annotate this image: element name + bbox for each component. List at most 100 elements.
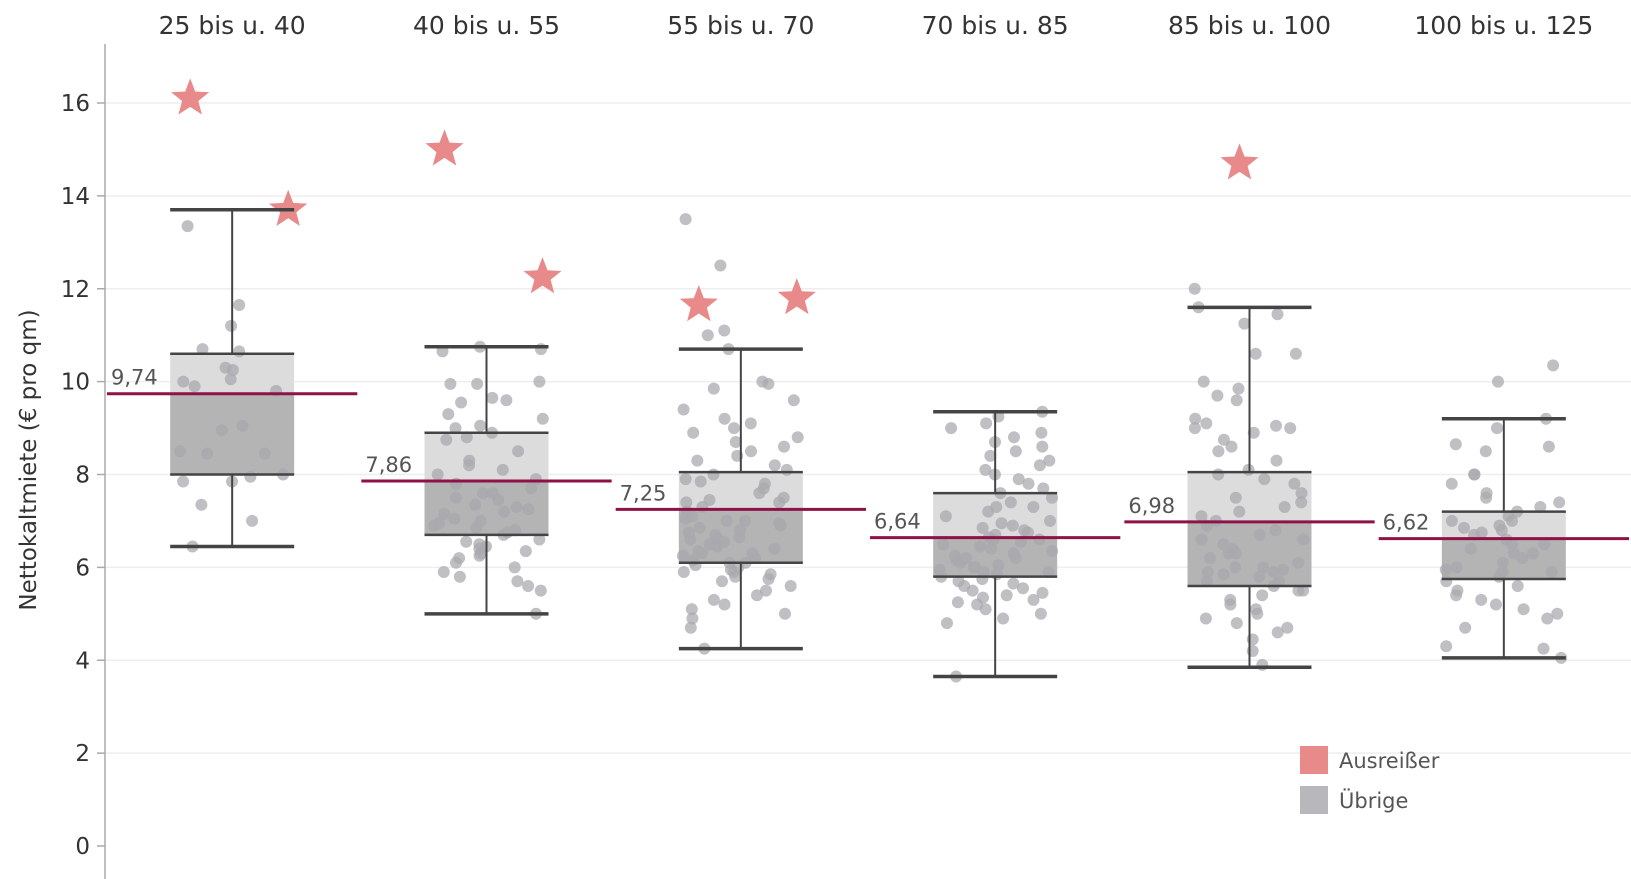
data-point — [976, 521, 989, 534]
data-point — [1233, 505, 1246, 518]
data-point — [1195, 510, 1208, 523]
legend-item: Ausreißer — [1300, 746, 1440, 774]
data-point — [1200, 417, 1213, 430]
data-point — [1506, 514, 1518, 527]
data-point — [1495, 524, 1508, 537]
data-point — [449, 422, 462, 435]
data-point — [1458, 521, 1470, 534]
data-point — [1271, 308, 1284, 321]
data-point — [1517, 603, 1530, 616]
data-point — [714, 259, 727, 272]
data-point — [768, 542, 781, 555]
data-point — [941, 617, 953, 630]
data-point — [1249, 347, 1262, 360]
data-point — [773, 496, 786, 509]
data-point — [729, 436, 742, 448]
median-label: 7,25 — [620, 481, 667, 505]
y-tick-label: 14 — [61, 184, 90, 210]
median-lines: 9,74 7,86 7,25 6,64 6,98 6,62 — [107, 366, 1629, 541]
data-point — [195, 498, 208, 511]
data-point — [460, 535, 473, 548]
data-point — [1440, 640, 1453, 653]
data-point — [1035, 426, 1048, 439]
data-point — [693, 521, 706, 534]
y-tick-label: 16 — [61, 91, 90, 117]
data-point — [201, 447, 214, 460]
data-point — [1217, 433, 1230, 446]
data-point — [1204, 552, 1216, 565]
data-point — [511, 575, 524, 588]
data-point — [469, 498, 482, 511]
data-point — [1008, 431, 1020, 444]
data-point — [745, 445, 757, 458]
legend-label: Übrige — [1339, 788, 1408, 813]
data-point — [1251, 607, 1264, 620]
data-point — [1230, 547, 1243, 560]
data-point — [498, 505, 511, 518]
data-point — [985, 542, 998, 555]
data-point — [1229, 491, 1242, 504]
data-point — [728, 422, 740, 435]
data-point — [1036, 440, 1049, 453]
y-axis-label: Nettokaltmiete (€ pro qm) — [16, 309, 42, 610]
data-point — [1511, 580, 1524, 592]
data-point — [453, 570, 466, 583]
data-point — [689, 559, 702, 572]
category-label: 85 bis u. 100 — [1168, 11, 1331, 40]
data-point — [1496, 556, 1509, 569]
data-point — [1267, 566, 1280, 578]
data-point — [455, 396, 468, 409]
data-point — [987, 533, 1000, 546]
data-point — [1505, 538, 1518, 551]
data-point — [510, 501, 523, 513]
legend-label: Ausreißer — [1339, 749, 1440, 773]
data-point — [701, 329, 714, 342]
data-point — [716, 575, 728, 588]
data-point — [791, 431, 804, 444]
data-point — [1217, 538, 1230, 551]
data-point — [1189, 412, 1202, 425]
data-point — [1006, 519, 1019, 532]
data-point — [762, 573, 775, 585]
data-point — [1445, 477, 1458, 490]
data-point — [1017, 582, 1029, 595]
data-point — [448, 512, 461, 525]
data-point — [470, 521, 483, 534]
data-point — [1439, 563, 1452, 576]
outlier-star-icon — [171, 78, 210, 115]
data-point — [1541, 612, 1554, 625]
data-point — [686, 612, 699, 625]
data-point — [1459, 621, 1472, 634]
data-point — [233, 345, 246, 358]
data-point — [1258, 473, 1271, 486]
data-point — [1257, 561, 1270, 574]
data-point — [1007, 577, 1020, 590]
data-point — [1232, 382, 1245, 395]
data-point — [951, 596, 964, 609]
data-point — [787, 394, 800, 407]
data-point — [679, 473, 692, 486]
data-point — [774, 519, 787, 532]
data-point — [1253, 528, 1266, 541]
data-point — [1270, 454, 1283, 467]
data-point — [1490, 598, 1502, 611]
whiskers — [170, 208, 1566, 679]
data-point — [718, 412, 731, 425]
data-point — [177, 375, 190, 388]
data-point — [224, 373, 237, 386]
data-point — [685, 603, 698, 616]
data-point — [1516, 552, 1529, 565]
data-point — [1475, 593, 1488, 606]
data-point — [1195, 533, 1208, 546]
data-point — [984, 449, 997, 462]
data-point — [1272, 575, 1285, 588]
data-point — [1000, 589, 1013, 602]
legend: Ausreißer Übrige — [1300, 746, 1440, 814]
data-point — [707, 593, 720, 606]
median-label: 7,86 — [365, 453, 412, 477]
y-axis: 0 2 4 6 8 10 12 14 16 — [61, 44, 106, 879]
data-point — [1464, 542, 1477, 555]
data-point — [995, 517, 1008, 530]
data-point — [1230, 394, 1243, 407]
